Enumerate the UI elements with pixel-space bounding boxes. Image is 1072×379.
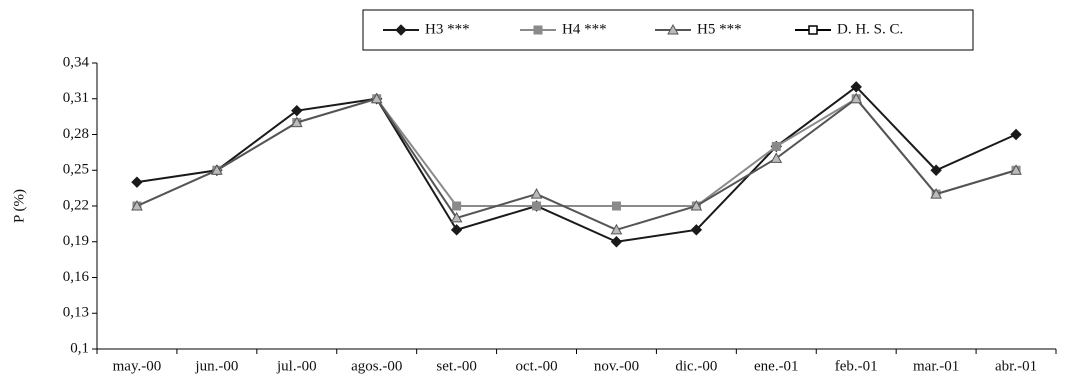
y-tick-label: 0,34 [63, 54, 90, 70]
y-tick-label: 0,28 [63, 126, 89, 142]
data-point [850, 92, 863, 104]
data-point [131, 199, 143, 211]
data-point [1010, 164, 1022, 175]
y-tick-label: 0,16 [63, 269, 90, 285]
legend-label: D. H. S. C. [837, 21, 903, 37]
data-point [611, 201, 621, 211]
legend-label: H5 *** [697, 21, 742, 37]
data-point [450, 224, 463, 236]
legend-marker [808, 25, 818, 35]
data-point [690, 199, 703, 211]
y-tick-label: 0,19 [63, 233, 89, 249]
x-tick-label: ene.-01 [754, 358, 799, 374]
x-tick-label: oct.-00 [516, 358, 558, 374]
data-point [532, 201, 542, 211]
data-point [291, 104, 303, 117]
y-tick-label: 0,1 [70, 340, 89, 356]
data-point [930, 164, 942, 176]
y-tick-label: 0,31 [63, 90, 89, 106]
data-point [450, 211, 463, 223]
legend-label: H3 *** [425, 21, 470, 37]
y-axis-label: P (%) [11, 189, 27, 223]
data-point [850, 81, 862, 93]
data-point [690, 224, 703, 236]
series-line [136, 97, 1017, 231]
data-point [131, 176, 143, 188]
x-tick-label: jul.-00 [276, 358, 317, 374]
data-point [610, 223, 623, 235]
data-point [290, 116, 303, 128]
x-tick-label: mar.-01 [913, 358, 959, 374]
x-tick-label: jun.-00 [194, 358, 238, 374]
legend-marker [667, 23, 679, 35]
series-line [136, 85, 1017, 243]
data-point [770, 152, 783, 163]
x-tick-label: set.-00 [436, 358, 476, 374]
data-point [1010, 128, 1022, 141]
x-tick-label: nov.-00 [594, 358, 639, 374]
data-point [211, 164, 223, 175]
legend-marker [533, 25, 543, 35]
y-tick-label: 0,22 [63, 197, 89, 213]
y-tick-label: 0,25 [63, 162, 89, 178]
y-tick-label: 0,13 [63, 305, 89, 321]
legend-label: H4 *** [562, 21, 607, 37]
x-tick-label: feb.-01 [835, 358, 878, 374]
x-tick-label: abr.-01 [995, 358, 1037, 374]
data-point [452, 201, 462, 211]
x-tick-label: dic.-00 [675, 358, 717, 374]
x-tick-label: may.-00 [113, 358, 162, 374]
data-point [610, 236, 623, 248]
data-point [930, 188, 942, 199]
data-point [370, 92, 383, 104]
x-tick-label: agos.-00 [351, 358, 402, 374]
legend-marker [395, 24, 407, 36]
data-point [771, 141, 781, 151]
data-point [530, 188, 543, 199]
